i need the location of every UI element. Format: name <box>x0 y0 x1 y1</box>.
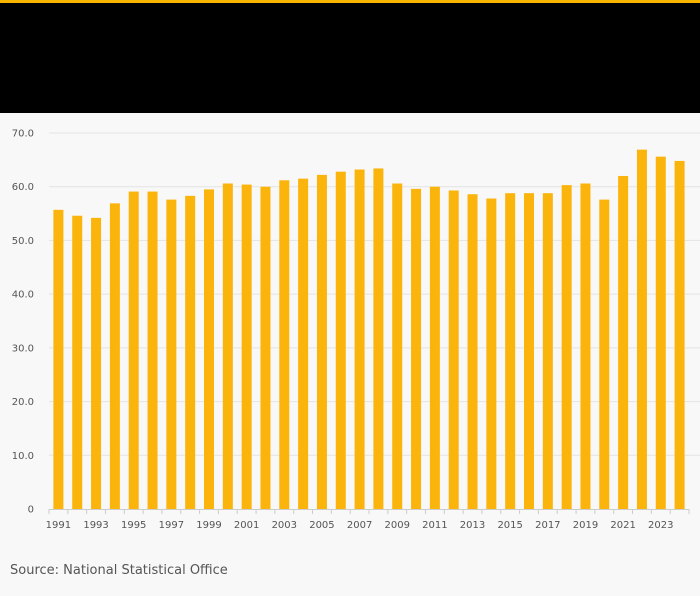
y-tick-label: 40.0 <box>12 290 34 301</box>
bar-2009 <box>392 183 403 509</box>
y-tick-label: 70.0 <box>12 129 34 140</box>
bar-1997 <box>166 199 177 509</box>
x-tick-label: 2003 <box>272 520 297 531</box>
y-tick-label: 20.0 <box>12 397 34 408</box>
bar-1994 <box>109 203 120 509</box>
bar-2020 <box>599 199 610 509</box>
bar-2013 <box>467 194 478 509</box>
bar-1995 <box>128 191 139 509</box>
x-tick-label: 1991 <box>46 520 71 531</box>
x-tick-label: 1993 <box>83 520 108 531</box>
x-tick-label: 2013 <box>460 520 485 531</box>
bar-2012 <box>448 190 459 509</box>
bar-2023 <box>655 156 666 509</box>
bar-2000 <box>222 183 233 509</box>
bar-2011 <box>429 186 440 509</box>
x-tick-label: 2009 <box>385 520 410 531</box>
bar-2004 <box>298 178 309 509</box>
top-accent-bar <box>0 0 700 3</box>
bar-chart: 0 10.0 20.0 30.0 40.0 50.0 60.0 70.0 1991 1993 199… <box>12 129 700 531</box>
x-tick-label: 2023 <box>648 520 673 531</box>
bar-1993 <box>91 217 102 509</box>
bar-2018 <box>561 185 572 510</box>
y-tick-label: 0 <box>28 505 34 516</box>
bar-2008 <box>373 168 384 510</box>
chart-area: 0 10.0 20.0 30.0 40.0 50.0 60.0 70.0 1991 1993 199… <box>0 113 700 543</box>
bar-2024 <box>674 160 685 509</box>
bar-2017 <box>542 193 553 509</box>
y-tick-label: 60.0 <box>12 182 34 193</box>
y-tick-label: 30.0 <box>12 343 34 354</box>
y-tick-label: 50.0 <box>12 236 34 247</box>
x-tick-label: 2021 <box>610 520 635 531</box>
bar-2015 <box>505 193 516 509</box>
x-tick-label: 2015 <box>497 520 522 531</box>
bar-1991 <box>53 209 64 509</box>
bar-2005 <box>316 174 327 509</box>
x-tick-label: 2001 <box>234 520 259 531</box>
x-tick-label: 1997 <box>159 520 184 531</box>
bar-2019 <box>580 183 591 509</box>
bar-2014 <box>486 198 497 509</box>
bar-2022 <box>636 149 647 509</box>
bar-2003 <box>279 180 290 510</box>
bar-1996 <box>147 191 158 509</box>
bar-1998 <box>185 195 196 509</box>
bar-2021 <box>618 175 629 509</box>
x-tick-label: 2005 <box>309 520 334 531</box>
x-tick-label: 2011 <box>422 520 447 531</box>
x-tick-label: 1995 <box>121 520 146 531</box>
source-note: Source: National Statistical Office <box>10 563 228 578</box>
x-tick-label: 1999 <box>196 520 221 531</box>
bar-2002 <box>260 186 271 509</box>
x-tick-label: 2017 <box>535 520 560 531</box>
y-tick-label: 10.0 <box>12 451 34 462</box>
header-band <box>0 3 700 113</box>
bar-1992 <box>72 215 83 509</box>
x-tick-label: 2019 <box>573 520 598 531</box>
bar-2006 <box>335 171 346 509</box>
bar-2010 <box>411 188 422 509</box>
bar-2016 <box>524 193 534 509</box>
bar-2007 <box>354 169 365 510</box>
bar-1999 <box>204 189 214 509</box>
bar-2001 <box>241 184 252 509</box>
x-tick-label: 2007 <box>347 520 372 531</box>
